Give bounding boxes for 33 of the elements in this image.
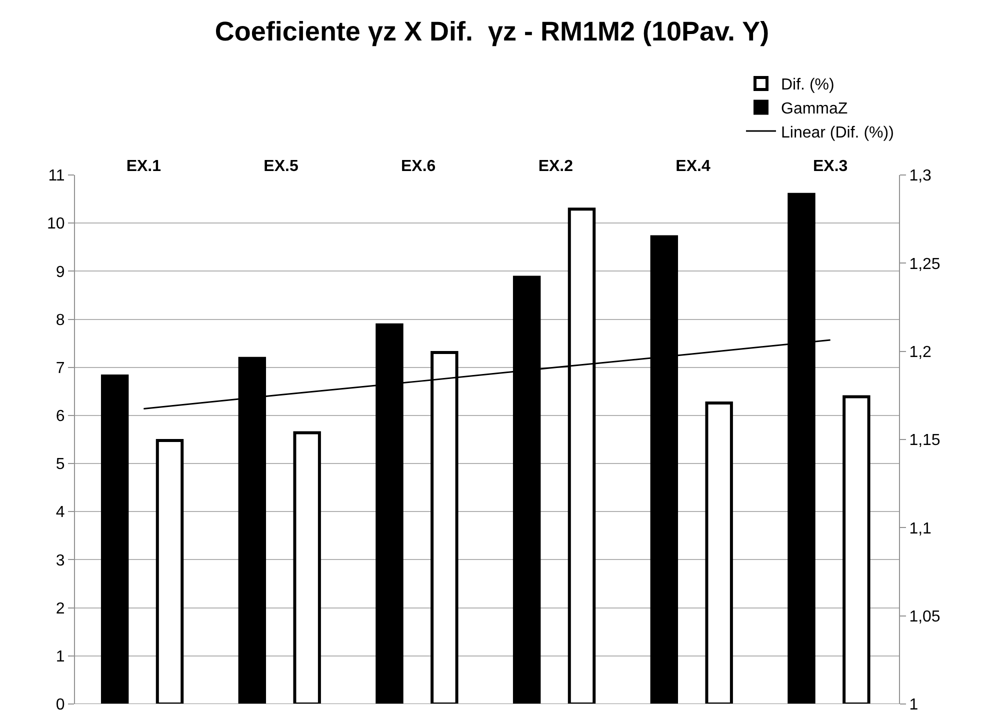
y-tick-label: 11 bbox=[48, 168, 65, 185]
y-tick-label: 3 bbox=[56, 552, 65, 570]
legend-label: Dif. (%) bbox=[781, 76, 834, 94]
chart-title: Coeficiente γz X Dif. γz - RM1M2 (10Pav. Y) bbox=[214, 16, 770, 47]
x-tick-label: EX.5 bbox=[264, 158, 298, 175]
bar bbox=[156, 438, 184, 704]
bar bbox=[293, 431, 321, 704]
y-tick-label: 8 bbox=[56, 312, 65, 329]
y2-tick-label: 1,15 bbox=[909, 432, 940, 450]
bar bbox=[842, 395, 870, 704]
x-tick-label: EX.2 bbox=[538, 158, 574, 175]
x-tick-label: EX.4 bbox=[676, 158, 710, 175]
y2-tick-label: 1,1 bbox=[909, 520, 932, 538]
y-tick-label: 2 bbox=[56, 600, 65, 618]
y2-tick-label: 1,3 bbox=[909, 168, 932, 185]
y2-tick-label: 1 bbox=[909, 696, 918, 714]
y2-tick-label: 1,05 bbox=[909, 608, 940, 626]
y-tick-label: 4 bbox=[56, 504, 65, 522]
y-tick-label: 9 bbox=[56, 264, 65, 281]
y-tick-label: 1 bbox=[56, 648, 65, 666]
y-tick-label: 5 bbox=[56, 456, 65, 474]
y-tick-label: 0 bbox=[56, 696, 65, 714]
x-tick-label: EX.6 bbox=[400, 158, 436, 175]
x-tick-label: EX.1 bbox=[126, 158, 162, 175]
y-tick-label: 6 bbox=[56, 408, 65, 426]
y2-tick-label: 1,25 bbox=[909, 256, 940, 273]
legend-label: GammaZ bbox=[781, 100, 848, 118]
legend-label: Linear (Dif. (%)) bbox=[781, 124, 894, 142]
x-tick-label: EX.3 bbox=[812, 158, 848, 175]
y-tick-label: 10 bbox=[47, 216, 65, 233]
bar bbox=[705, 401, 733, 704]
y2-tick-label: 1,2 bbox=[909, 344, 932, 361]
y-tick-label: 7 bbox=[56, 360, 65, 377]
